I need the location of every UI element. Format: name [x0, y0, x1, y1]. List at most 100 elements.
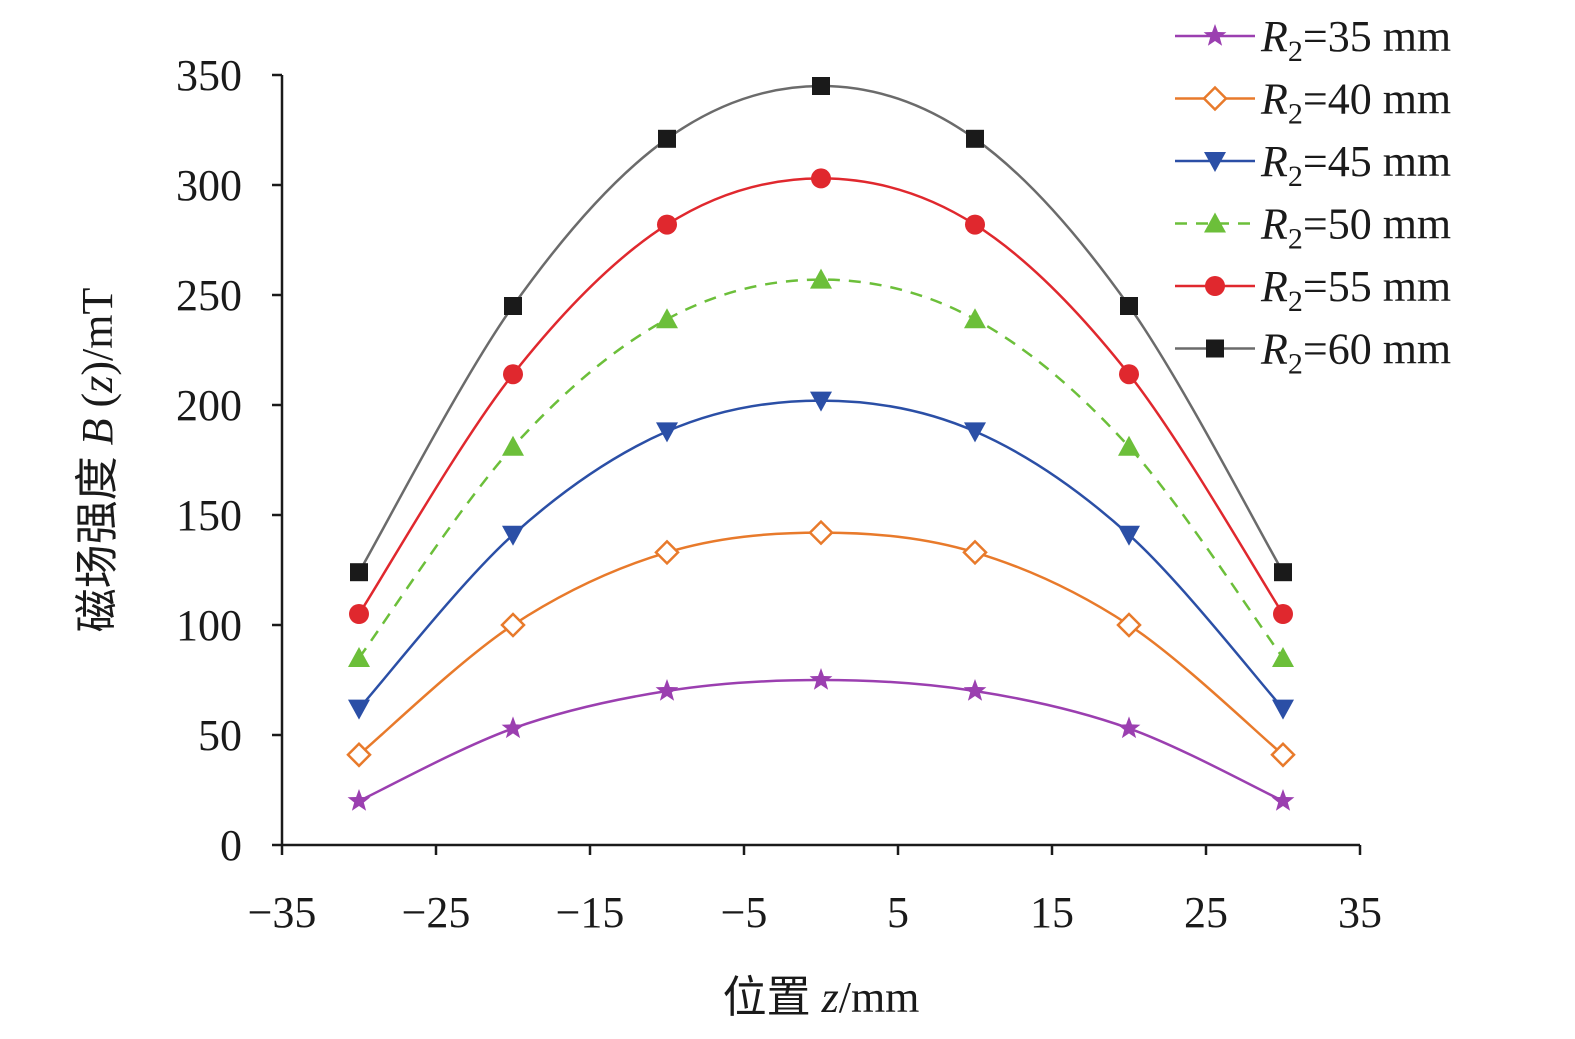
data-point [502, 525, 524, 546]
legend-label: R2=60 mm [1260, 325, 1451, 381]
data-point [1271, 789, 1295, 811]
data-point [1270, 742, 1296, 768]
series-line [358, 678, 1284, 803]
series-4 [348, 268, 1294, 667]
legend-entry: R2=50 mm [1175, 200, 1451, 256]
data-point [346, 742, 372, 768]
data-point [810, 391, 832, 412]
data-point [809, 668, 833, 690]
y-tick-label: 0 [220, 821, 242, 870]
series-line [358, 531, 1284, 756]
y-axis-title-var: B [73, 418, 122, 445]
legend-marker [1204, 152, 1226, 172]
y-tick-label: 50 [198, 711, 242, 760]
data-point [350, 563, 368, 582]
legend-label: R2=35 mm [1260, 12, 1451, 68]
series-layer [346, 77, 1296, 811]
data-point [500, 612, 526, 638]
axes: −35 −25 −15 −5 5 15 25 35 0 50 100 150 200 250 300 350 [176, 51, 1382, 937]
legend-marker [1203, 24, 1227, 46]
data-point [656, 308, 678, 329]
legend-marker [1206, 339, 1224, 358]
series-1 [347, 668, 1295, 811]
data-point [349, 604, 369, 624]
legend-marker [1205, 276, 1225, 296]
legend-label: R2=40 mm [1260, 75, 1451, 131]
legend-entry: R2=45 mm [1175, 137, 1451, 193]
data-point [1274, 563, 1292, 582]
data-point [502, 435, 524, 456]
x-axis-title-var: z [821, 973, 839, 1022]
legend-entry: R2=35 mm [1175, 12, 1451, 68]
series-line [358, 399, 1284, 710]
x-ticks: −35 −25 −15 −5 5 15 25 35 [248, 845, 1382, 937]
series-3 [348, 391, 1294, 720]
data-point [1273, 604, 1293, 624]
x-axis-title-unit: /mm [839, 973, 920, 1022]
series-line [357, 84, 1285, 573]
series-2 [346, 519, 1296, 768]
y-tick-label: 350 [176, 51, 242, 100]
data-point [963, 679, 987, 701]
data-point [1116, 612, 1142, 638]
x-tick-label: −5 [721, 888, 768, 937]
legend-entry: R2=60 mm [1175, 325, 1451, 381]
legend-label: R2=45 mm [1260, 137, 1451, 193]
data-point [658, 129, 676, 148]
x-axis-title-prefix: 位置 [723, 973, 822, 1022]
data-point [1117, 716, 1141, 739]
y-axis-title-prefix: 磁场强度 [73, 445, 122, 632]
series-line [357, 278, 1285, 659]
legend-label: R2=50 mm [1260, 200, 1451, 256]
data-point [966, 129, 984, 148]
x-tick-label: −15 [556, 888, 625, 937]
data-point [1272, 699, 1294, 720]
series-5 [349, 168, 1293, 624]
x-tick-label: 35 [1338, 888, 1382, 937]
series-6 [350, 77, 1292, 582]
data-point [964, 308, 986, 329]
data-point [655, 679, 679, 701]
data-point [811, 168, 831, 189]
data-point [654, 539, 680, 566]
legend-entry: R2=55 mm [1175, 262, 1451, 318]
legend-label: R2=55 mm [1260, 262, 1451, 318]
y-axis-title-open: ( [73, 393, 122, 419]
data-point [965, 214, 985, 235]
x-tick-label: −35 [248, 888, 317, 937]
data-point [962, 539, 988, 566]
data-point [1119, 364, 1139, 385]
legend: R2=35 mm R2=40 mm R2=45 mm R2=50 mm R2=55 mm… [1175, 12, 1451, 381]
data-point [348, 647, 370, 667]
x-tick-label: −25 [402, 888, 471, 937]
y-tick-label: 250 [176, 271, 242, 320]
y-axis-title: 磁场强度 B (z)/mT [73, 288, 122, 633]
legend-entry: R2=40 mm [1175, 75, 1451, 131]
data-point [503, 364, 523, 385]
legend-marker [1202, 85, 1228, 112]
data-point [504, 297, 522, 315]
data-point [656, 422, 678, 443]
data-point [808, 519, 834, 546]
data-point [810, 268, 832, 289]
x-tick-label: 25 [1184, 888, 1228, 937]
y-axis-title-var2: z [73, 376, 122, 394]
y-tick-label: 200 [176, 381, 242, 430]
data-point [1118, 525, 1140, 546]
y-ticks: 0 50 100 150 200 250 300 350 [176, 51, 282, 870]
data-point [1120, 297, 1138, 315]
data-point [964, 422, 986, 443]
data-point [657, 214, 677, 235]
x-tick-label: 5 [887, 888, 909, 937]
data-point [812, 77, 830, 95]
y-tick-label: 100 [176, 601, 242, 650]
y-axis-title-unit: )/mT [73, 288, 122, 376]
legend-marker [1204, 212, 1226, 233]
data-point [1272, 647, 1294, 667]
data-point [348, 699, 370, 720]
data-point [501, 716, 525, 739]
x-axis-title: 位置 z/mm [723, 973, 920, 1022]
x-tick-label: 15 [1030, 888, 1074, 937]
y-tick-label: 300 [176, 161, 242, 210]
